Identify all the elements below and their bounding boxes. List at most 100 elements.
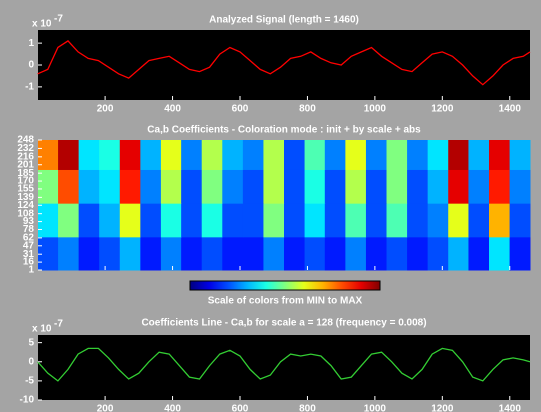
heat-cell bbox=[324, 236, 346, 271]
y-tick-label: 201 bbox=[17, 159, 34, 170]
heat-cell bbox=[304, 236, 326, 271]
y-tick-label: 16 bbox=[23, 257, 35, 268]
heat-cell bbox=[489, 140, 511, 170]
x-tick-label: 1400 bbox=[499, 404, 522, 412]
y-tick-label: 155 bbox=[17, 184, 34, 195]
heat-cell bbox=[160, 140, 182, 170]
y-tick-label: -10 bbox=[20, 395, 35, 406]
heat-cell bbox=[119, 169, 141, 204]
x-tick-label: 1200 bbox=[431, 404, 454, 412]
heat-cell bbox=[78, 140, 100, 170]
heat-cell bbox=[181, 169, 203, 204]
y-tick-label: 185 bbox=[17, 168, 34, 179]
heat-cell bbox=[448, 236, 470, 271]
heat-cell bbox=[284, 236, 306, 271]
heat-cell bbox=[58, 203, 80, 238]
y-exponent: -7 bbox=[54, 319, 63, 330]
colorbar bbox=[189, 280, 381, 291]
heat-cell bbox=[201, 236, 223, 271]
x-tick-label: 1400 bbox=[499, 104, 522, 115]
heat-cell bbox=[119, 236, 141, 271]
y-tick-label: -5 bbox=[25, 376, 34, 387]
panel-title: Ca,b Coefficients - Coloration mode : in… bbox=[147, 125, 421, 136]
heat-cell bbox=[468, 169, 490, 204]
heat-cell bbox=[99, 140, 121, 170]
plot-area bbox=[38, 335, 530, 400]
heat-cell bbox=[160, 169, 182, 204]
y-exponent: -7 bbox=[54, 14, 63, 25]
heat-cell bbox=[427, 236, 449, 271]
heat-cell bbox=[365, 140, 388, 170]
y-multiplier: x 10 bbox=[32, 324, 52, 335]
x-tick-label: 600 bbox=[232, 104, 249, 115]
heat-cell bbox=[345, 203, 367, 238]
heat-cell bbox=[284, 203, 306, 238]
heat-cell bbox=[181, 140, 203, 170]
heat-cell bbox=[324, 203, 346, 238]
heat-cell bbox=[140, 140, 162, 170]
heat-cell bbox=[119, 140, 141, 170]
colorbar-label: Scale of colors from MIN to MAX bbox=[208, 296, 363, 307]
heat-cell bbox=[99, 236, 121, 271]
heat-cell bbox=[509, 169, 531, 204]
heat-cell bbox=[427, 169, 449, 204]
heat-cell bbox=[58, 169, 80, 204]
heat-cell bbox=[448, 140, 470, 170]
heat-cell bbox=[386, 169, 408, 204]
heat-cell bbox=[38, 203, 59, 238]
heat-cell bbox=[38, 169, 59, 204]
heat-cell bbox=[324, 169, 346, 204]
y-tick-label: 47 bbox=[23, 240, 35, 251]
heat-cell bbox=[140, 236, 162, 271]
y-tick-label: 124 bbox=[17, 200, 34, 211]
heat-cell bbox=[242, 203, 264, 238]
heat-cell bbox=[222, 203, 244, 238]
x-tick-label: 800 bbox=[299, 104, 316, 115]
heat-cell bbox=[263, 236, 285, 271]
y-tick-label: 108 bbox=[17, 208, 34, 219]
y-tick-label: 216 bbox=[17, 151, 34, 162]
heat-cell bbox=[407, 203, 429, 238]
heat-cell bbox=[58, 140, 80, 170]
x-tick-label: 400 bbox=[164, 104, 181, 115]
y-tick-label: 232 bbox=[17, 143, 34, 154]
heat-cell bbox=[509, 203, 531, 238]
y-tick-label: 139 bbox=[17, 192, 34, 203]
y-tick-label: 0 bbox=[28, 356, 34, 367]
heat-cell bbox=[263, 203, 285, 238]
heat-cell bbox=[345, 236, 367, 271]
heat-cell bbox=[386, 140, 408, 170]
x-tick-label: 1000 bbox=[364, 104, 387, 115]
heat-cell bbox=[284, 169, 306, 204]
heat-cell bbox=[509, 140, 531, 170]
heat-cell bbox=[448, 169, 470, 204]
heat-cell bbox=[407, 236, 429, 271]
heat-cell bbox=[407, 140, 429, 170]
x-tick-label: 600 bbox=[232, 404, 249, 412]
heat-cell bbox=[201, 203, 223, 238]
heat-cell bbox=[78, 236, 100, 271]
y-tick-label: 31 bbox=[23, 249, 35, 260]
y-tick-label: 0 bbox=[28, 60, 34, 71]
y-tick-label: 1 bbox=[28, 265, 34, 276]
heat-cell bbox=[263, 140, 285, 170]
x-tick-label: 800 bbox=[299, 404, 316, 412]
heat-cell bbox=[345, 140, 367, 170]
heat-cell bbox=[468, 203, 490, 238]
panel-title: Coefficients Line - Ca,b for scale a = 1… bbox=[141, 318, 426, 329]
heat-cell bbox=[38, 236, 59, 271]
heat-cell bbox=[386, 203, 408, 238]
y-tick-label: 93 bbox=[23, 216, 35, 227]
heat-cell bbox=[489, 236, 511, 271]
heat-cell bbox=[489, 169, 511, 204]
heat-cell bbox=[38, 140, 59, 170]
heat-cell bbox=[386, 236, 408, 271]
heat-cell bbox=[324, 140, 346, 170]
y-tick-label: 62 bbox=[23, 233, 35, 244]
heat-cell bbox=[365, 169, 388, 204]
heat-cell bbox=[201, 169, 223, 204]
heat-cell bbox=[448, 203, 470, 238]
data-line bbox=[37, 40, 531, 86]
heat-cell bbox=[119, 203, 141, 238]
